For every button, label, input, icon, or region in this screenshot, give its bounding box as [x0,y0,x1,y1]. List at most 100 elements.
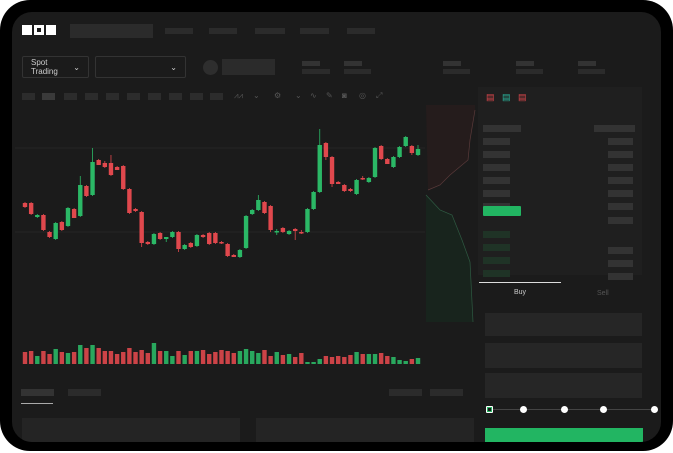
tab-history[interactable] [68,389,101,396]
volume-bar [225,351,230,364]
bid-price[interactable] [483,231,510,238]
ask-price[interactable] [483,177,510,184]
timeframe-button[interactable] [148,93,161,100]
tab-underline [21,403,53,404]
tab-sell[interactable]: Sell [597,290,609,297]
candle [139,211,144,247]
slider-mark[interactable] [600,406,607,413]
spot-trading-dropdown[interactable]: Spot Trading ⌄ [22,56,89,78]
chevron-down-icon[interactable]: ⌄ [253,91,260,100]
candle-body [237,250,243,257]
candle [274,229,279,235]
bid-amount[interactable] [608,273,633,280]
timeframe-button[interactable] [210,93,223,100]
bid-price[interactable] [483,257,510,264]
orderbook-sell-icon[interactable]: ▤ [518,92,527,102]
total-input[interactable] [485,373,642,398]
slider-mark[interactable] [651,406,658,413]
timeframe-button[interactable] [85,93,98,100]
candle [53,222,58,240]
candle-body [65,208,71,226]
candle-body [225,244,230,256]
bottom-panel [256,418,474,442]
candle-body [280,228,286,232]
expand-icon[interactable]: ⤢ [376,91,383,100]
ask-price[interactable] [483,190,510,197]
ask-amount[interactable] [608,190,633,197]
filter-button[interactable] [430,389,463,396]
ask-price[interactable] [483,164,510,171]
candle [121,165,126,190]
slider-mark[interactable] [561,406,568,413]
camera-icon[interactable]: ◙ [342,91,347,100]
nav-item[interactable] [165,28,193,34]
timeframe-button[interactable] [127,93,140,100]
nav-item[interactable] [209,28,237,34]
candle [194,234,200,247]
bid-price[interactable] [483,244,510,251]
volume-bar [78,345,83,364]
timeframe-button[interactable] [64,93,77,100]
settings-icon[interactable]: ⚙ [274,91,282,100]
slider-mark[interactable] [520,406,527,413]
candle [219,241,224,244]
orderbook-both-icon[interactable]: ▤ [486,92,495,102]
candle-body [268,206,273,230]
candle-body [360,178,365,180]
candle [305,208,310,233]
ask-amount[interactable] [608,217,633,224]
timeframe-button[interactable] [190,93,203,100]
orderbook-header[interactable] [594,125,635,132]
nav-item[interactable] [255,28,285,34]
pair-dropdown[interactable]: ⌄ [95,56,186,78]
target-icon[interactable]: ◎ [359,91,366,100]
nav-item[interactable] [347,28,375,34]
amount-slider[interactable] [486,406,658,413]
ask-amount[interactable] [608,164,633,171]
timeframe-button[interactable] [169,93,182,100]
volume-bar [366,354,372,364]
bid-amount[interactable] [608,260,633,267]
candle [22,202,28,208]
candle [78,176,83,217]
timeframe-button[interactable] [22,93,35,100]
pencil-icon[interactable]: ✎ [326,91,333,100]
volume-bar [385,356,390,364]
orderbook-header[interactable] [483,125,521,132]
bid-amount[interactable] [608,247,633,254]
ask-amount[interactable] [608,203,633,210]
ask-amount[interactable] [608,177,633,184]
ask-amount[interactable] [608,151,633,158]
indicator-icon[interactable]: ⩘⩘ [234,91,244,100]
nav-item[interactable] [300,28,329,34]
amount-input[interactable] [485,343,642,368]
candle-body [243,216,249,248]
timeframe-button[interactable] [42,93,55,100]
candle-body [231,255,236,257]
search-bar[interactable] [70,24,153,38]
buy-button[interactable] [485,428,643,442]
stat-label [344,61,362,66]
orderbook-buy-icon[interactable]: ▤ [502,92,511,102]
candle-body [53,223,58,239]
candle [391,156,396,168]
volume-bar [274,352,279,364]
slider-handle[interactable] [486,406,493,413]
candle-body [22,203,28,207]
chevron-down-icon[interactable]: ⌄ [295,91,302,100]
candle [133,208,138,212]
volume-bar [231,353,236,364]
ask-price[interactable] [483,151,510,158]
price-input[interactable] [485,313,642,336]
volume-bar [200,350,206,364]
filter-button[interactable] [389,389,422,396]
tab-open-orders[interactable] [21,389,54,396]
ask-amount[interactable] [608,138,633,145]
volume-bar [133,352,138,364]
line-icon[interactable]: ∿ [310,91,317,100]
timeframe-button[interactable] [106,93,119,100]
bid-price[interactable] [483,270,510,277]
tab-buy[interactable]: Buy [514,289,527,296]
candlestick-chart[interactable] [12,12,480,442]
ask-price[interactable] [483,138,510,145]
